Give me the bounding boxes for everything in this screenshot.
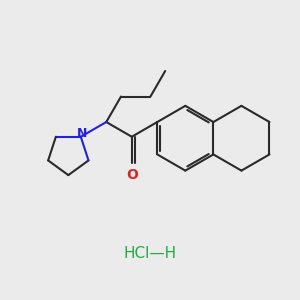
Text: O: O: [126, 168, 138, 182]
Text: HCl—H: HCl—H: [123, 246, 177, 261]
Text: N: N: [77, 127, 87, 140]
